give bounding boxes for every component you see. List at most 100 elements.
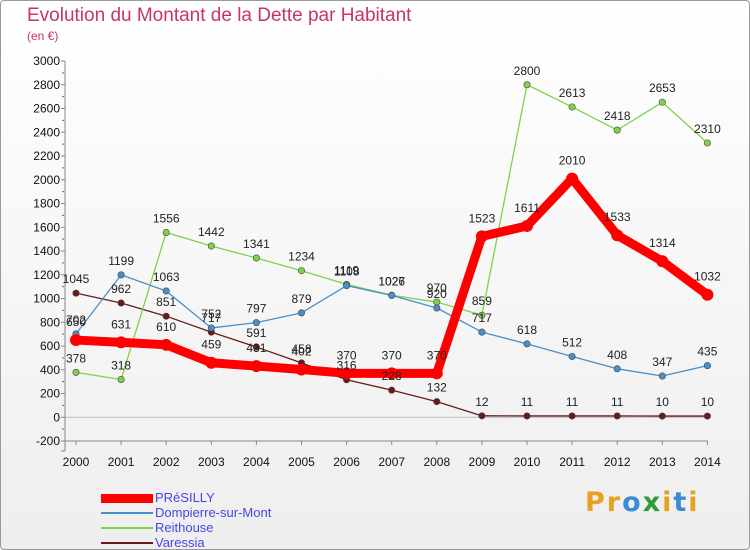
x-tick-label: 2013 <box>649 455 676 469</box>
data-point <box>72 368 80 376</box>
data-point <box>656 255 669 268</box>
y-tick-label: 1400 <box>33 244 60 258</box>
data-point <box>523 340 531 348</box>
data-point <box>160 338 173 351</box>
data-label: 2418 <box>604 109 631 123</box>
data-label: 1026 <box>378 274 405 288</box>
x-tick-label: 2007 <box>378 455 405 469</box>
data-point <box>72 289 80 297</box>
data-label: 370 <box>337 348 357 362</box>
data-label: 132 <box>427 381 447 395</box>
x-tick-label: 2001 <box>108 455 135 469</box>
data-label: 2653 <box>649 81 676 95</box>
data-label: 1611 <box>514 201 540 215</box>
data-label: 1523 <box>469 211 496 225</box>
data-label: 1533 <box>604 210 631 224</box>
x-tick-label: 2002 <box>153 455 180 469</box>
data-label: 458 <box>291 342 311 356</box>
data-point <box>658 372 666 380</box>
data-label: 459 <box>201 338 221 352</box>
logo-letter: P <box>585 487 607 518</box>
logo-letter: t <box>673 487 689 518</box>
data-label: 631 <box>111 317 131 331</box>
data-label: 1314 <box>649 236 676 250</box>
data-label: 370 <box>427 348 447 362</box>
data-point <box>252 343 260 351</box>
data-label: 879 <box>291 292 311 306</box>
data-point <box>523 81 531 89</box>
data-label: 1063 <box>153 270 180 284</box>
data-point <box>207 324 215 332</box>
logo-letter: i <box>662 487 674 518</box>
data-label: 1199 <box>108 254 134 268</box>
data-label: 1108 <box>334 265 360 279</box>
data-label: 2010 <box>559 154 586 168</box>
data-label: 370 <box>382 348 402 362</box>
data-label: 650 <box>66 315 86 329</box>
data-label: 2800 <box>514 64 541 78</box>
y-tick-label: 800 <box>40 315 60 329</box>
data-point <box>117 375 125 383</box>
x-tick-label: 2000 <box>63 455 90 469</box>
y-tick-label: 1800 <box>33 197 60 211</box>
y-tick-label: 1200 <box>33 268 60 282</box>
legend-item: Reithouse <box>101 520 361 535</box>
data-label: 970 <box>427 281 447 295</box>
data-point <box>613 365 621 373</box>
data-label: 318 <box>111 358 131 372</box>
data-label: 2613 <box>559 86 586 100</box>
y-tick-label: 1000 <box>33 292 60 306</box>
chart-title: Evolution du Montant de la Dette par Hab… <box>27 5 412 26</box>
x-tick-label: 2004 <box>243 455 270 469</box>
y-tick-label: 0 <box>53 410 60 424</box>
data-label: 1442 <box>198 225 225 239</box>
data-label: 920 <box>427 287 447 301</box>
data-point <box>703 412 711 420</box>
data-point <box>703 362 711 370</box>
legend-label: Dompierre-sur-Mont <box>155 505 272 520</box>
data-point <box>521 219 533 232</box>
data-point <box>117 299 125 307</box>
y-tick-label: 2600 <box>33 102 60 116</box>
legend-swatch <box>101 542 153 544</box>
data-label: 378 <box>66 351 86 365</box>
logo-letter: x <box>642 487 663 518</box>
data-point <box>340 367 353 380</box>
data-label: 408 <box>607 348 627 362</box>
data-label: 1119 <box>334 263 359 277</box>
data-point <box>613 412 621 420</box>
x-tick-label: 2006 <box>333 455 360 469</box>
data-point <box>433 398 441 406</box>
data-label: 1027 <box>378 274 405 288</box>
data-point <box>658 412 666 420</box>
chart-legend: PRéSILLY Dompierre-sur-Mont Reithouse Vares… <box>101 490 361 549</box>
data-point <box>613 126 621 134</box>
y-tick-label: 400 <box>40 363 60 377</box>
data-label: 12 <box>475 395 489 409</box>
data-point <box>385 367 398 380</box>
data-label: 962 <box>111 282 131 296</box>
data-label: 618 <box>517 323 537 337</box>
data-point <box>162 228 170 236</box>
data-label: 1556 <box>153 211 180 225</box>
data-point <box>478 311 486 319</box>
data-label: 11 <box>521 395 534 409</box>
x-tick-label: 2008 <box>423 455 450 469</box>
data-point <box>70 334 82 347</box>
data-label: 851 <box>156 295 176 309</box>
data-label: 435 <box>697 345 717 359</box>
data-point <box>162 287 170 295</box>
data-point <box>478 328 486 336</box>
data-label: 512 <box>562 335 582 349</box>
y-tick-label: 600 <box>40 339 60 353</box>
data-point <box>388 386 396 394</box>
proxiti-logo: Proxiti <box>585 487 700 518</box>
y-tick-label: 2000 <box>33 173 60 187</box>
data-label: 11 <box>611 395 624 409</box>
y-tick-label: 2200 <box>33 149 60 163</box>
data-point <box>252 319 260 327</box>
y-tick-label: 200 <box>40 387 60 401</box>
data-point <box>205 356 218 369</box>
